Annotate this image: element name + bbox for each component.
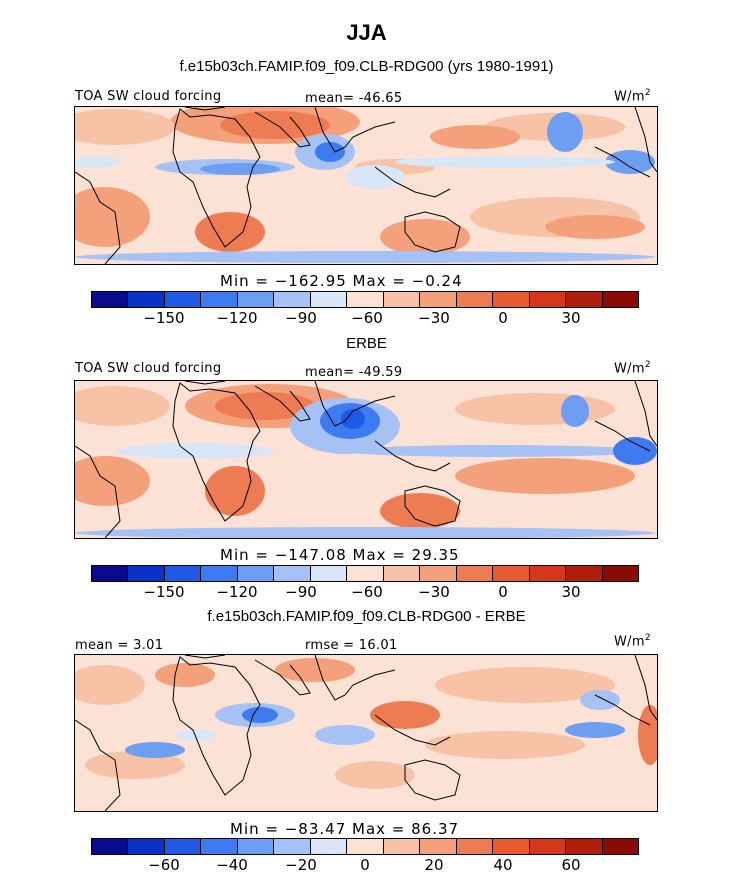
panel-1-mean-label: mean= -46.65 <box>305 91 403 106</box>
colorbar-3-box <box>92 839 129 854</box>
colorbar-1-tick-label: 30 <box>561 309 581 327</box>
colorbar-1-tick-label: −60 <box>351 309 383 327</box>
colorbar-3-tick-label: 20 <box>424 856 444 874</box>
panel-3-mean-label: mean = 3.01 <box>75 638 164 653</box>
colorbar-3-box <box>274 839 311 854</box>
colorbar-3-box <box>566 839 603 854</box>
colorbar-3-box <box>164 839 202 854</box>
colorbar-2-tick-label: 30 <box>561 583 581 601</box>
colorbar-2-box <box>493 566 530 581</box>
colorbar-2-box <box>201 566 238 581</box>
colorbar-1-box <box>602 292 639 307</box>
panel-2-mean-label: mean= -49.59 <box>305 365 403 380</box>
colorbar-1-box <box>237 292 275 307</box>
colorbar-3-box <box>347 839 384 854</box>
panel-3-colorbar <box>91 838 639 855</box>
panel-2-coastlines <box>75 381 657 538</box>
colorbar-3-box <box>493 839 530 854</box>
colorbar-2-tick-label: 0 <box>498 583 508 601</box>
panel-2-map <box>74 380 658 539</box>
colorbar-1-box <box>383 292 421 307</box>
colorbar-2-box <box>128 566 165 581</box>
colorbar-2-box <box>347 566 384 581</box>
panel-2-heading: ERBE <box>346 335 387 352</box>
colorbar-2-box <box>310 566 348 581</box>
panel-3-units: W/m2 <box>614 633 651 650</box>
colorbar-1-box <box>566 292 603 307</box>
colorbar-1-box <box>128 292 165 307</box>
panel-3-map <box>74 654 658 812</box>
colorbar-1-tick-label: 0 <box>498 309 508 327</box>
panel-3-heading: f.e15b03ch.FAMIP.f09_f09.CLB-RDG00 - ERB… <box>207 608 526 625</box>
colorbar-3-tick-label: −20 <box>285 856 317 874</box>
colorbar-3-box <box>602 839 639 854</box>
panel-1-colorbar <box>91 291 639 308</box>
colorbar-2-box <box>529 566 567 581</box>
panel-1-coastlines <box>75 107 657 264</box>
panel-2-minmax: Min = −147.08 Max = 29.35 <box>220 546 460 564</box>
colorbar-3-tick-label: 0 <box>360 856 370 874</box>
colorbar-2-box <box>420 566 457 581</box>
colorbar-1-tick-label: −30 <box>418 309 450 327</box>
colorbar-1-box <box>274 292 311 307</box>
colorbar-1-box <box>529 292 567 307</box>
panel-1-minmax: Min = −162.95 Max = −0.24 <box>220 272 463 290</box>
panel-3-rmse-label: rmse = 16.01 <box>305 638 398 653</box>
colorbar-1-box <box>92 292 129 307</box>
colorbar-3-box <box>128 839 165 854</box>
panel-3-coastlines <box>75 655 657 811</box>
panel-1-heading: f.e15b03ch.FAMIP.f09_f09.CLB-RDG00 (yrs … <box>179 58 554 75</box>
colorbar-2-box <box>164 566 202 581</box>
colorbar-2-box <box>237 566 275 581</box>
panel-1-variable-label: TOA SW cloud forcing <box>75 89 222 104</box>
panel-2-field <box>75 381 657 538</box>
colorbar-3-box <box>420 839 457 854</box>
colorbar-3-tick-label: −40 <box>216 856 248 874</box>
figure-title: JJA <box>346 20 387 45</box>
colorbar-1-box <box>347 292 384 307</box>
panel-2-units: W/m2 <box>614 360 651 377</box>
colorbar-2-tick-label: −60 <box>351 583 383 601</box>
panel-2-colorbar <box>91 565 639 582</box>
colorbar-1-box <box>493 292 530 307</box>
colorbar-1-box <box>310 292 348 307</box>
colorbar-2-tick-label: −120 <box>216 583 258 601</box>
colorbar-2-box <box>92 566 129 581</box>
colorbar-2-box <box>566 566 603 581</box>
panel-1-units: W/m2 <box>614 88 651 105</box>
colorbar-2-tick-label: −150 <box>143 583 185 601</box>
colorbar-3-tick-label: −60 <box>148 856 180 874</box>
colorbar-3-tick-label: 60 <box>561 856 581 874</box>
colorbar-1-box <box>456 292 494 307</box>
colorbar-2-box <box>274 566 311 581</box>
colorbar-1-box <box>164 292 202 307</box>
colorbar-3-box <box>201 839 238 854</box>
colorbar-3-box <box>310 839 348 854</box>
panel-1-field <box>75 107 657 264</box>
panel-3-field <box>75 655 657 811</box>
colorbar-2-tick-label: −30 <box>418 583 450 601</box>
panel-2-variable-label: TOA SW cloud forcing <box>75 361 222 376</box>
colorbar-2-box <box>456 566 494 581</box>
panel-1-map <box>74 106 658 265</box>
colorbar-1-box <box>420 292 457 307</box>
colorbar-3-box <box>529 839 567 854</box>
colorbar-3-box <box>456 839 494 854</box>
panel-3-minmax: Min = −83.47 Max = 86.37 <box>230 820 460 838</box>
colorbar-2-box <box>602 566 639 581</box>
colorbar-1-tick-label: −90 <box>285 309 317 327</box>
colorbar-2-box <box>383 566 421 581</box>
colorbar-1-tick-label: −120 <box>216 309 258 327</box>
colorbar-3-box <box>383 839 421 854</box>
colorbar-2-tick-label: −90 <box>285 583 317 601</box>
colorbar-3-tick-label: 40 <box>493 856 513 874</box>
colorbar-1-box <box>201 292 238 307</box>
colorbar-3-box <box>237 839 275 854</box>
colorbar-1-tick-label: −150 <box>143 309 185 327</box>
